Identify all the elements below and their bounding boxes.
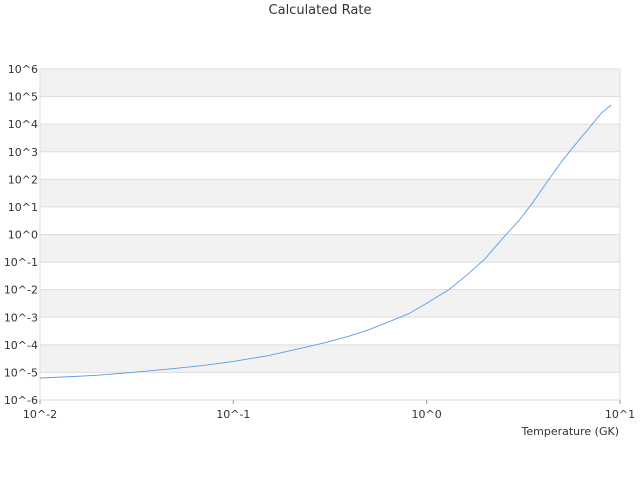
grid-band: [40, 96, 620, 125]
grid-band: [40, 372, 620, 400]
y-tick-label: 10^-2: [4, 284, 38, 297]
grid-band: [40, 234, 620, 263]
rate-line: [39, 104, 612, 379]
x-tick-label: 10^1: [605, 408, 635, 421]
grid-band: [40, 289, 620, 318]
plot-bands: [40, 69, 620, 401]
plot-area: [39, 68, 621, 401]
y-tick-label: 10^0: [8, 229, 38, 242]
y-tick-label: 10^4: [8, 118, 38, 131]
y-tick-label: 10^1: [8, 201, 38, 214]
grid-band: [40, 151, 620, 180]
y-tick-label: 10^-4: [4, 339, 38, 352]
grid-band: [40, 317, 620, 345]
y-tick-label: 10^2: [8, 173, 38, 186]
grid-band: [40, 206, 620, 235]
y-tick-label: 10^-6: [4, 394, 38, 407]
y-tick-label: 10^6: [8, 63, 38, 76]
grid-band: [40, 69, 620, 97]
x-axis: 10^-2 10^-1 10^0 10^1: [23, 400, 635, 421]
x-axis-label: Temperature (GK): [521, 425, 620, 438]
grid-band: [40, 344, 620, 373]
y-tick-label: 10^-3: [4, 311, 38, 324]
grid-band: [40, 262, 620, 290]
y-tick-label: 10^5: [8, 91, 38, 104]
y-tick-label: 10^3: [8, 146, 38, 159]
x-tick-label: 10^-1: [216, 408, 250, 421]
grid-band: [40, 124, 620, 152]
y-tick-label: 10^-1: [4, 256, 38, 269]
grid-band: [40, 179, 620, 207]
y-tick-label: 10^-5: [4, 366, 38, 379]
x-tick-label: 10^0: [412, 408, 442, 421]
y-axis: 10^-6 10^-5 10^-4 10^-3 10^-2 10^-1 10^0 10^1 10…: [4, 63, 38, 407]
chart-title: Calculated Rate: [268, 3, 372, 18]
x-tick-label: 10^-2: [23, 408, 57, 421]
